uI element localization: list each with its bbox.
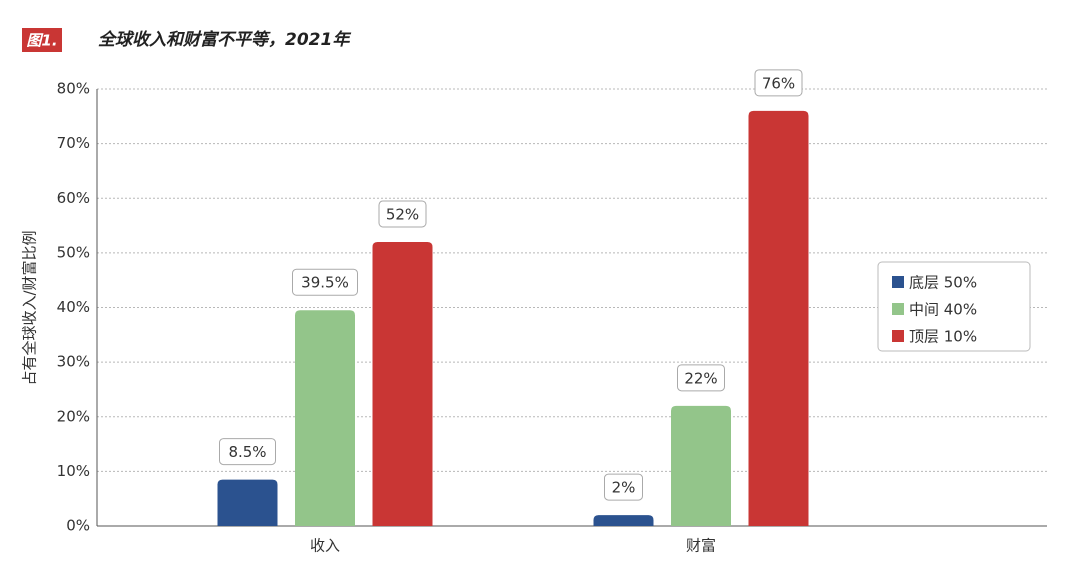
legend-label: 中间 40% (909, 301, 977, 319)
bar (748, 110, 809, 526)
value-label-box (292, 268, 358, 296)
value-label: 39.5% (301, 274, 349, 292)
value-label: 22% (684, 369, 717, 387)
value-label-box (219, 438, 276, 466)
y-tick-label: 0% (66, 517, 90, 535)
chart-title: 全球收入和财富不平等，2021年 (98, 30, 351, 50)
value-label: 2% (612, 479, 636, 497)
value-label-box (677, 364, 725, 392)
y-tick-label: 60% (57, 189, 90, 207)
legend-swatch (892, 330, 904, 342)
legend-box (877, 261, 1031, 352)
legend-label: 底层 50% (909, 274, 977, 292)
bar (593, 515, 654, 526)
legend-swatch (892, 276, 904, 288)
value-label: 76% (762, 74, 795, 92)
y-tick-label: 50% (57, 243, 90, 261)
y-tick-label: 70% (57, 134, 90, 152)
x-tick-label: 财富 (686, 537, 716, 555)
y-tick-label: 30% (57, 353, 90, 371)
value-label-box (754, 69, 803, 97)
y-axis-label: 占有全球收入/财富比例 (21, 230, 39, 385)
y-tick-label: 10% (57, 462, 90, 480)
badge: 图1. (26, 32, 57, 50)
y-tick-label: 80% (57, 80, 90, 98)
value-label-box (378, 200, 427, 228)
bar (217, 479, 278, 526)
y-tick-label: 40% (57, 298, 90, 316)
bar (372, 241, 433, 526)
y-tick-label: 20% (57, 407, 90, 425)
legend-swatch (892, 303, 904, 315)
legend-label: 顶层 10% (909, 328, 977, 346)
x-tick-label: 收入 (310, 537, 340, 555)
badge-box (22, 28, 62, 52)
bar (671, 405, 731, 526)
value-label: 8.5% (228, 443, 266, 461)
value-label-box (604, 473, 643, 501)
bar (295, 310, 355, 526)
value-label: 52% (386, 205, 419, 223)
